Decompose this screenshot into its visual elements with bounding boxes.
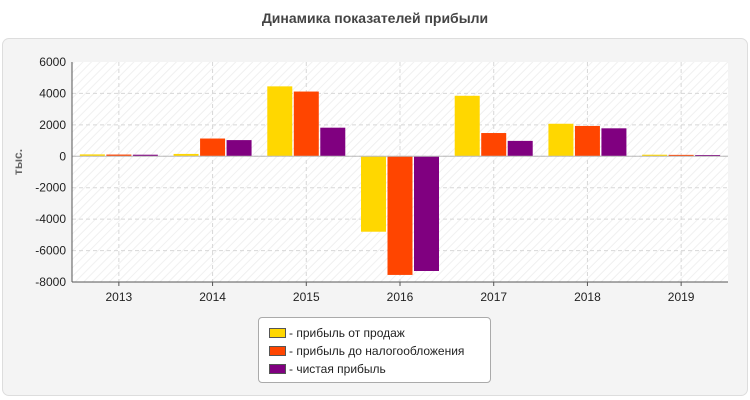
bar (173, 153, 199, 157)
y-tick-label: -6000 (35, 244, 66, 258)
bar (200, 138, 226, 157)
legend-label: - чистая прибыль (289, 362, 386, 376)
legend-swatch-sales (269, 328, 286, 338)
bar (320, 127, 346, 157)
x-tick-label: 2013 (106, 290, 133, 304)
x-tick-label: 2014 (199, 290, 226, 304)
legend-swatch-net (269, 364, 286, 374)
bar (507, 140, 533, 157)
bar (695, 155, 721, 157)
chart-title: Динамика показателей прибыли (261, 10, 489, 26)
bar (414, 156, 439, 271)
x-tick-label: 2019 (668, 290, 695, 304)
y-tick-label: 2000 (39, 118, 66, 132)
x-tick-label: 2017 (480, 290, 507, 304)
legend-swatch-pretax (269, 346, 286, 356)
x-tick-label: 2016 (387, 290, 414, 304)
bar (642, 154, 668, 157)
bar (601, 128, 627, 157)
bar (481, 133, 507, 157)
legend: - прибыль от продаж - прибыль до налогоо… (258, 317, 491, 383)
bar (293, 91, 319, 157)
y-tick-label: 6000 (39, 55, 66, 69)
bar (267, 86, 293, 157)
y-tick-label: -2000 (35, 181, 66, 195)
legend-item: - прибыль до налогообложения (269, 342, 490, 360)
bar (668, 154, 694, 157)
bar (106, 154, 132, 157)
bar (361, 156, 386, 232)
legend-item: - прибыль от продаж (269, 324, 490, 342)
y-tick-label: 4000 (39, 86, 66, 100)
bar (226, 140, 252, 157)
bar (387, 156, 413, 275)
bar (548, 123, 574, 157)
x-tick-label: 2015 (293, 290, 320, 304)
y-tick-label: 0 (59, 149, 66, 163)
x-tick-label: 2018 (574, 290, 601, 304)
legend-label: - прибыль до налогообложения (289, 344, 465, 358)
legend-label: - прибыль от продаж (289, 326, 405, 340)
bar (574, 125, 600, 157)
y-tick-label: -8000 (35, 275, 66, 289)
bar (132, 154, 158, 157)
bar (454, 95, 480, 157)
bar (79, 154, 105, 157)
y-axis-label: тыс. (11, 149, 25, 175)
y-tick-label: -4000 (35, 212, 66, 226)
legend-item: - чистая прибыль (269, 360, 490, 378)
